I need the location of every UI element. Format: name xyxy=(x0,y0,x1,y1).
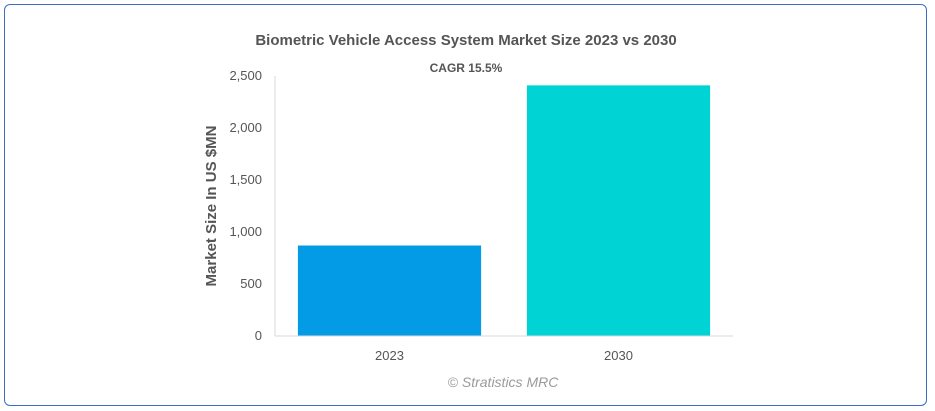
credit-text: © Stratistics MRC xyxy=(448,374,560,390)
chart-frame xyxy=(4,4,927,406)
y-tick-label: 2,000 xyxy=(229,120,262,135)
x-tick-label: 2030 xyxy=(604,348,633,363)
bars xyxy=(297,85,711,336)
bar-2023 xyxy=(297,245,482,336)
y-tick-label: 500 xyxy=(240,276,262,291)
y-tick-label: 1,500 xyxy=(229,172,262,187)
x-tick-label: 2023 xyxy=(375,348,404,363)
y-axis: 0 500 1,000 1,500 2,000 2,500 xyxy=(229,68,262,343)
y-tick-label: 2,500 xyxy=(229,68,262,83)
bar-2030 xyxy=(526,85,711,336)
chart-title: Biometric Vehicle Access System Market S… xyxy=(255,32,676,49)
y-axis-label: Market Size In US $MN xyxy=(203,126,220,287)
y-tick-label: 0 xyxy=(255,328,262,343)
chart-subtitle: CAGR 15.5% xyxy=(430,61,503,75)
x-axis: 2023 2030 xyxy=(375,348,633,363)
y-tick-label: 1,000 xyxy=(229,224,262,239)
